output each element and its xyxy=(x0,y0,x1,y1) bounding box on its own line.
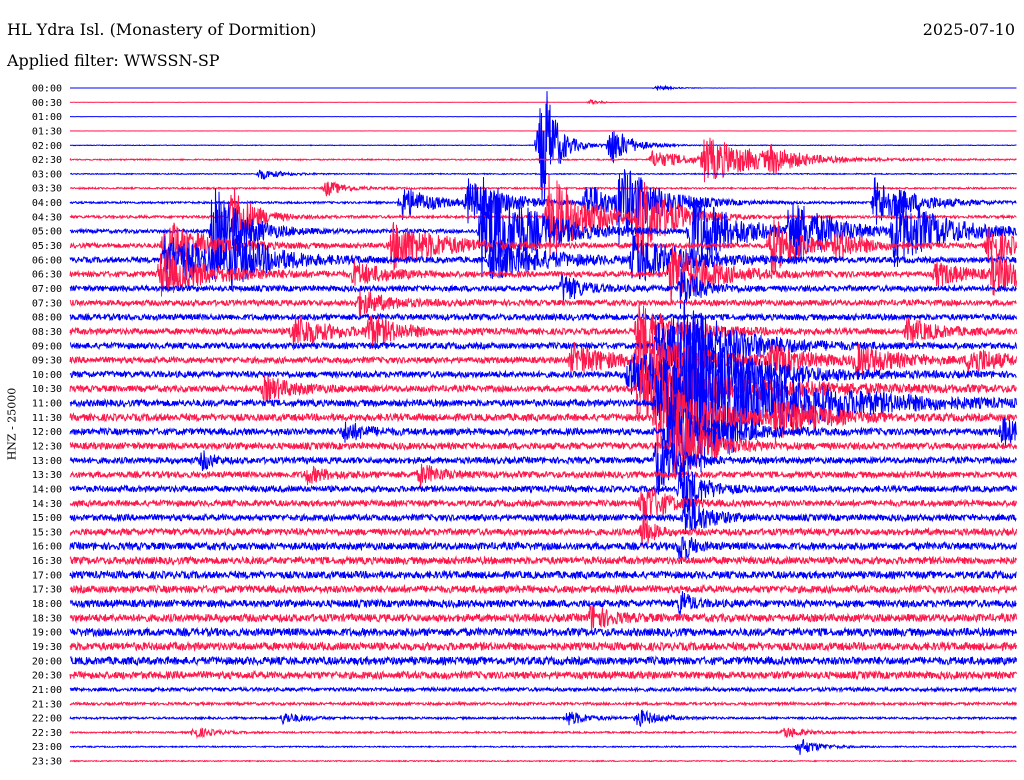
trace-line xyxy=(69,498,1017,535)
trace-line xyxy=(69,181,1017,197)
time-label: 19:30 xyxy=(32,642,62,653)
time-label: 03:30 xyxy=(32,184,62,195)
time-label: 22:30 xyxy=(32,728,62,739)
trace-line xyxy=(69,312,1017,322)
trace-line xyxy=(69,685,1017,694)
time-label: 23:00 xyxy=(32,742,62,753)
time-label: 08:30 xyxy=(32,327,62,338)
trace-line xyxy=(69,555,1017,566)
trace-line xyxy=(69,569,1017,581)
trace-line xyxy=(69,304,1017,364)
time-label: 04:00 xyxy=(32,198,62,209)
trace-line xyxy=(69,536,1017,564)
time-label: 21:30 xyxy=(32,699,62,710)
time-label: 12:30 xyxy=(32,442,62,453)
time-label: 13:00 xyxy=(32,456,62,467)
time-label: 05:30 xyxy=(32,241,62,252)
trace-line xyxy=(69,169,1017,180)
trace-line xyxy=(69,463,1017,488)
trace-line xyxy=(69,669,1017,681)
time-label: 19:00 xyxy=(32,628,62,639)
trace-line xyxy=(69,268,1017,309)
trace-line xyxy=(69,591,1017,616)
time-label: 03:00 xyxy=(32,169,62,180)
time-label: 14:30 xyxy=(32,499,62,510)
trace-line xyxy=(70,84,1017,91)
time-label: 18:30 xyxy=(32,613,62,624)
trace-line xyxy=(69,327,1017,473)
time-label: 04:30 xyxy=(32,212,62,223)
trace-line xyxy=(69,386,1017,465)
time-label: 06:00 xyxy=(32,255,62,266)
trace-line xyxy=(69,727,1017,740)
trace-line xyxy=(69,515,1017,548)
time-label: 02:30 xyxy=(32,155,62,166)
time-label: 23:30 xyxy=(32,757,62,768)
trace-line xyxy=(69,583,1017,595)
time-label: 20:00 xyxy=(32,656,62,667)
trace-line xyxy=(69,759,1017,763)
trace-line xyxy=(69,358,1017,422)
trace-line xyxy=(70,98,1017,105)
time-label: 17:30 xyxy=(32,585,62,596)
trace-line xyxy=(69,91,1017,202)
time-label: 02:00 xyxy=(32,141,62,152)
trace-line xyxy=(69,640,1017,653)
time-label: 16:30 xyxy=(32,556,62,567)
trace-line xyxy=(69,655,1017,667)
time-label: 11:30 xyxy=(32,413,62,424)
trace-line xyxy=(69,626,1017,638)
time-label: 18:00 xyxy=(32,599,62,610)
trace-line xyxy=(69,169,1017,245)
time-label: 11:00 xyxy=(32,399,62,410)
time-label: 00:30 xyxy=(32,98,62,109)
trace-line xyxy=(69,709,1017,728)
filter-label: Applied filter: WWSSN-SP xyxy=(7,51,220,70)
trace-group xyxy=(69,84,1017,763)
trace-line xyxy=(69,137,1017,183)
time-label: 10:00 xyxy=(32,370,62,381)
time-label: 09:00 xyxy=(32,341,62,352)
trace-line xyxy=(69,700,1017,707)
time-label: 14:00 xyxy=(32,484,62,495)
time-label: 21:00 xyxy=(32,685,62,696)
time-label: 00:00 xyxy=(32,84,62,95)
time-label: 09:30 xyxy=(32,356,62,367)
trace-line xyxy=(69,738,1017,755)
trace-line xyxy=(69,332,1017,423)
time-label: 01:30 xyxy=(32,126,62,137)
time-label: 07:00 xyxy=(32,284,62,295)
trace-line xyxy=(69,487,1017,528)
trace-line xyxy=(69,438,1017,495)
time-label: 12:00 xyxy=(32,427,62,438)
time-label: 17:00 xyxy=(32,570,62,581)
trace-line xyxy=(69,176,1017,280)
trace-line xyxy=(69,289,1017,317)
time-tick-labels: 00:00 00:30 01:00 01:30 02:00 02:30 03:00 03:30… xyxy=(32,84,62,768)
time-label: 07:30 xyxy=(32,298,62,309)
time-label: 10:30 xyxy=(32,384,62,395)
trace-line xyxy=(69,605,1017,631)
trace-line xyxy=(69,381,1017,460)
time-label: 15:00 xyxy=(32,513,62,524)
trace-line xyxy=(69,325,1017,386)
station-title: HL Ydra Isl. (Monastery of Dormition) xyxy=(7,20,317,39)
trace-line xyxy=(69,405,1017,481)
time-label: 20:30 xyxy=(32,671,62,682)
time-label: 13:30 xyxy=(32,470,62,481)
time-label: 16:00 xyxy=(32,542,62,553)
time-label: 08:00 xyxy=(32,313,62,324)
trace-line xyxy=(69,461,1017,513)
trace-line xyxy=(69,219,1017,274)
trace-line xyxy=(69,246,1017,304)
time-label: 05:00 xyxy=(32,227,62,238)
time-label: 22:00 xyxy=(32,714,62,725)
time-label: 01:00 xyxy=(32,112,62,123)
time-label: 15:30 xyxy=(32,527,62,538)
record-date: 2025-07-10 xyxy=(922,20,1015,39)
time-label: 06:30 xyxy=(32,270,62,281)
